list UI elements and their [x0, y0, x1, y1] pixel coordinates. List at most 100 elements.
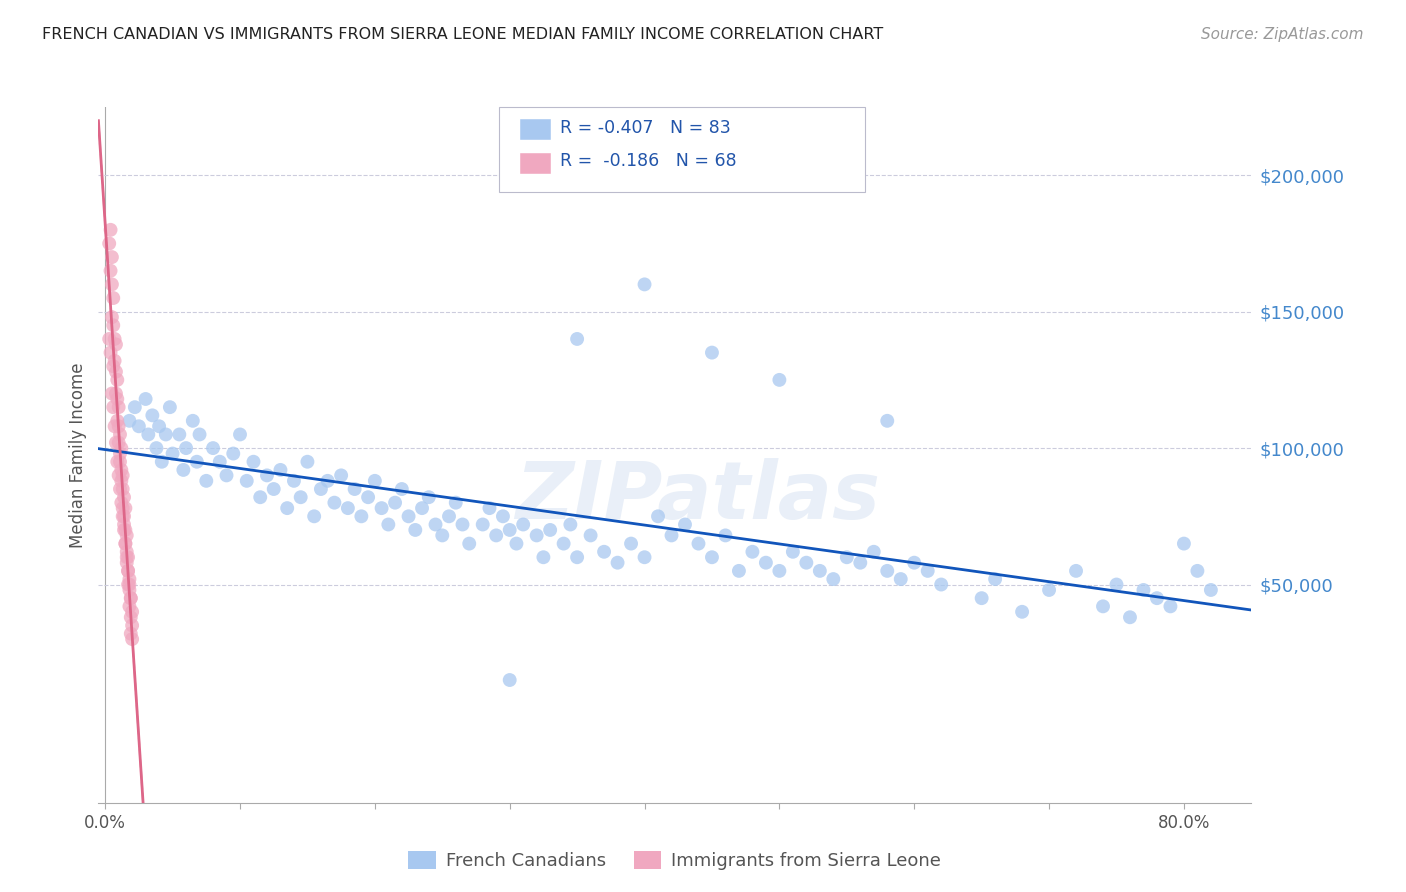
Point	[110, 474, 132, 488]
Point	[150, 455, 173, 469]
Point	[432, 528, 454, 542]
Point	[103, 400, 125, 414]
Point	[117, 577, 139, 591]
Point	[114, 536, 136, 550]
Point	[350, 509, 373, 524]
Point	[100, 223, 122, 237]
Point	[1105, 577, 1128, 591]
Text: FRENCH CANADIAN VS IMMIGRANTS FROM SIERRA LEONE MEDIAN FAMILY INCOME CORRELATION: FRENCH CANADIAN VS IMMIGRANTS FROM SIERR…	[42, 27, 883, 42]
Point	[309, 482, 332, 496]
Point	[162, 446, 184, 460]
Point	[101, 277, 124, 292]
Point	[174, 441, 197, 455]
Y-axis label: Median Family Income: Median Family Income	[69, 362, 87, 548]
Point	[117, 564, 139, 578]
Point	[104, 386, 127, 401]
Point	[849, 556, 872, 570]
Point	[169, 427, 191, 442]
Point	[478, 501, 501, 516]
Point	[929, 577, 952, 591]
Point	[118, 582, 141, 597]
Point	[195, 474, 218, 488]
Point	[117, 550, 139, 565]
Point	[297, 455, 319, 469]
Point	[437, 509, 460, 524]
Point	[970, 591, 993, 606]
Point	[114, 536, 136, 550]
Point	[98, 332, 121, 346]
Point	[492, 509, 515, 524]
Point	[100, 264, 122, 278]
Point	[104, 353, 127, 368]
Point	[103, 291, 125, 305]
Point	[181, 414, 204, 428]
Point	[1187, 564, 1209, 578]
Point	[1064, 564, 1087, 578]
Point	[343, 482, 366, 496]
Point	[101, 386, 124, 401]
Point	[107, 419, 129, 434]
Point	[111, 482, 134, 496]
Point	[1038, 582, 1060, 597]
Point	[118, 577, 141, 591]
Point	[124, 400, 146, 414]
Point	[276, 501, 298, 516]
Point	[1119, 610, 1142, 624]
Point	[890, 572, 912, 586]
Point	[118, 572, 141, 586]
Point	[98, 236, 121, 251]
Point	[565, 550, 588, 565]
Point	[633, 277, 655, 292]
Text: R = -0.407   N = 83: R = -0.407 N = 83	[560, 119, 730, 136]
Point	[135, 392, 157, 406]
Point	[229, 427, 252, 442]
Point	[145, 441, 167, 455]
Point	[215, 468, 238, 483]
Point	[1011, 605, 1033, 619]
Point	[553, 536, 575, 550]
Point	[316, 474, 339, 488]
Point	[620, 536, 643, 550]
Point	[155, 427, 177, 442]
Point	[560, 517, 582, 532]
Point	[188, 427, 211, 442]
Point	[1146, 591, 1168, 606]
Point	[768, 564, 790, 578]
Point	[499, 523, 522, 537]
Point	[269, 463, 291, 477]
Point	[141, 409, 163, 423]
Point	[104, 337, 127, 351]
Point	[108, 455, 131, 469]
Point	[249, 490, 271, 504]
Point	[323, 496, 346, 510]
Point	[114, 523, 136, 537]
Point	[411, 501, 433, 516]
Point	[110, 496, 132, 510]
Point	[107, 468, 129, 483]
Point	[808, 564, 831, 578]
Point	[115, 556, 138, 570]
Point	[111, 468, 134, 483]
Point	[796, 556, 818, 570]
Point	[357, 490, 380, 504]
Point	[186, 455, 208, 469]
Point	[208, 455, 231, 469]
Point	[471, 517, 494, 532]
Point	[512, 517, 534, 532]
Point	[876, 414, 898, 428]
Point	[290, 490, 312, 504]
Point	[283, 474, 305, 488]
Point	[579, 528, 602, 542]
Point	[136, 427, 159, 442]
Point	[370, 501, 392, 516]
Point	[148, 419, 170, 434]
Point	[714, 528, 737, 542]
Point	[384, 496, 406, 510]
Point	[118, 599, 141, 614]
Point	[458, 536, 481, 550]
Point	[110, 463, 132, 477]
Point	[128, 419, 150, 434]
Point	[531, 550, 554, 565]
Point	[538, 523, 561, 537]
Point	[105, 455, 128, 469]
